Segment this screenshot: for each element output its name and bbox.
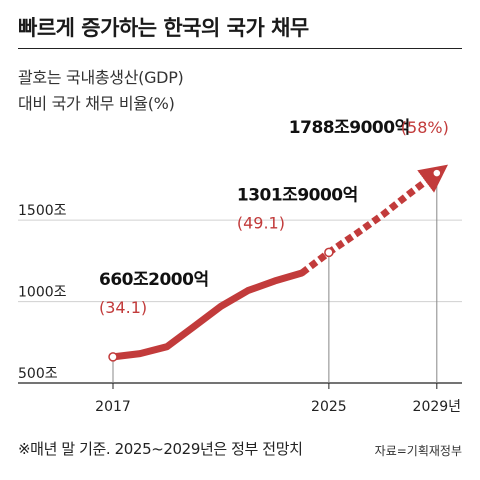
annotation-value: 1788조9000억 [289, 118, 410, 138]
annotation-value: 1301조9000억 [237, 185, 358, 205]
annotation-ratio: (58%) [401, 118, 449, 137]
footnote: ※매년 말 기준. 2025~2029년은 정부 전망치 [18, 440, 303, 458]
x-tick-label: 2029년 [413, 399, 462, 415]
y-tick-label: 1500조 [18, 203, 67, 219]
page-title: 빠르게 증가하는 한국의 국가 채무 [18, 16, 309, 40]
source-credit: 자료=기획재정부 [374, 444, 462, 458]
y-tick-label: 1000조 [18, 285, 67, 301]
x-tick-label: 2025 [311, 399, 347, 415]
subtitle-line-2: 대비 국가 채무 비율(%) [18, 94, 175, 113]
x-tick-label: 2017 [95, 399, 131, 415]
title-divider [18, 48, 462, 49]
subtitle-line-1: 괄호는 국내총생산(GDP) [18, 68, 184, 87]
annotation-value: 660조2000억 [99, 270, 209, 290]
annotation-ratio: (49.1) [237, 213, 285, 232]
projected-debt-line [299, 164, 448, 276]
data-point-marker [108, 352, 118, 362]
data-point-marker [432, 168, 442, 178]
annotation-ratio: (34.1) [99, 298, 147, 317]
data-point-marker [324, 247, 334, 258]
y-tick-label: 500조 [18, 366, 58, 382]
actual-debt-line [109, 269, 306, 361]
